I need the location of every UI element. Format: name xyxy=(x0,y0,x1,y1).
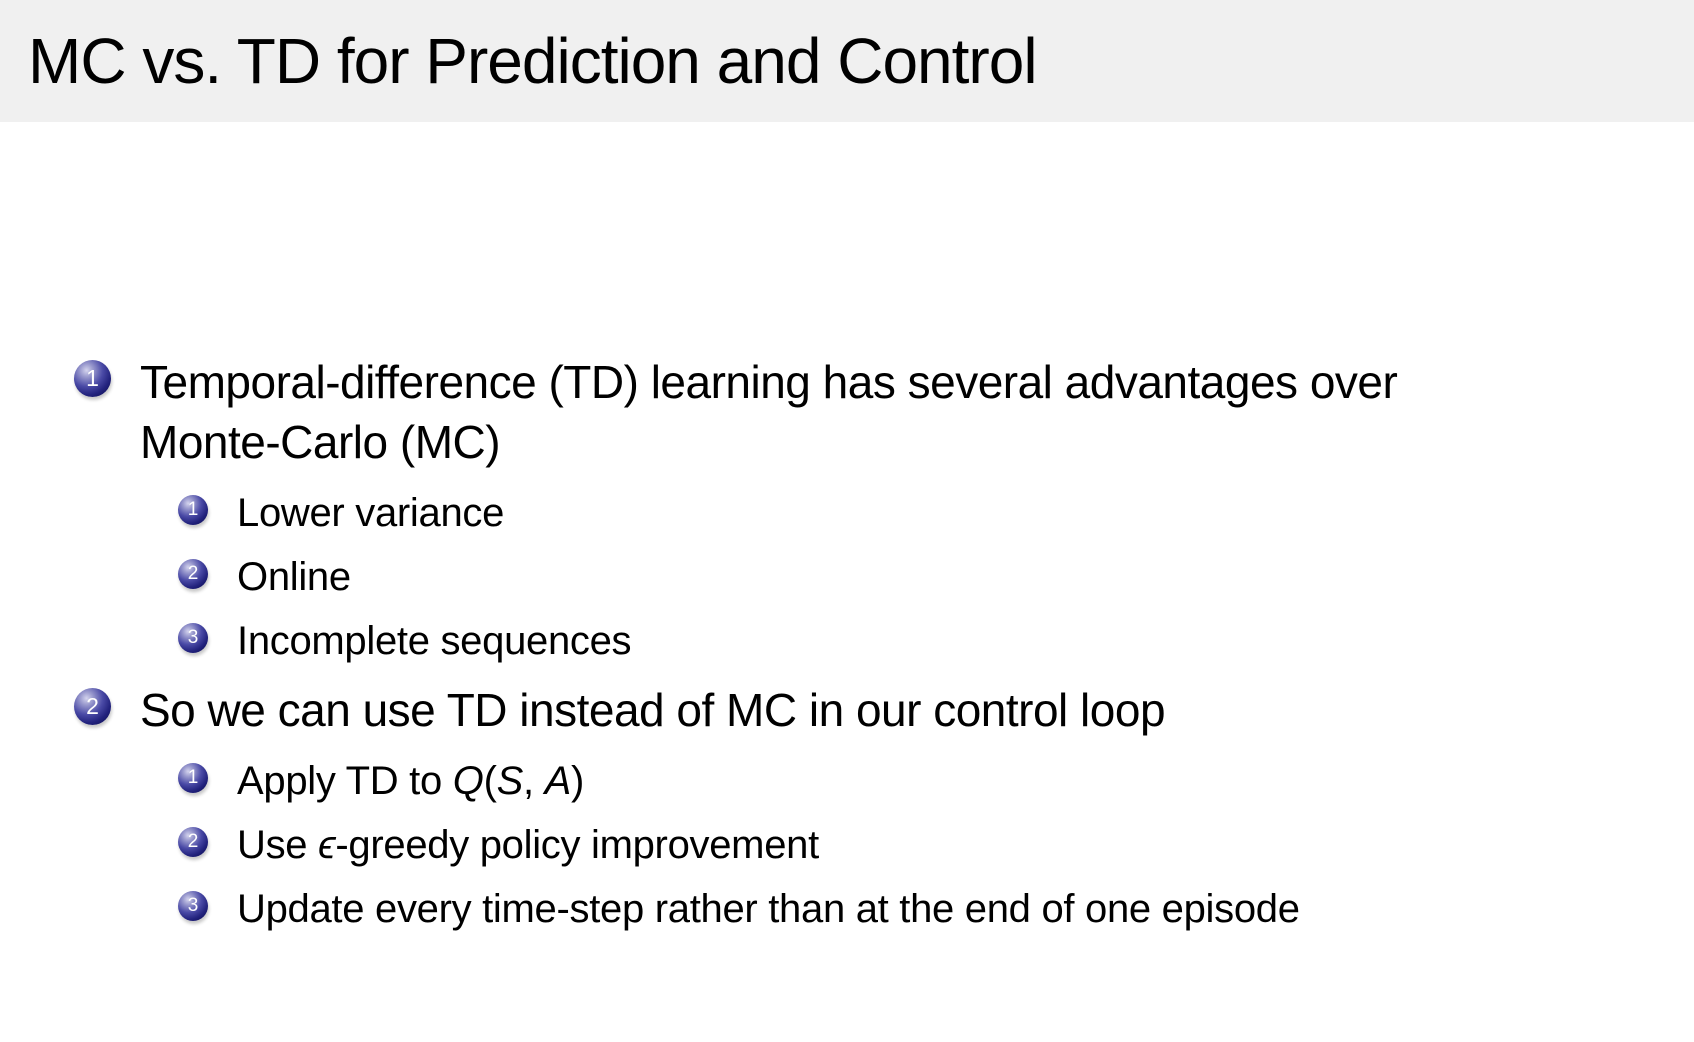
text-segment: Online xyxy=(237,555,351,599)
list-item-text: Incomplete sequences xyxy=(237,614,632,668)
math-symbol: Q xyxy=(452,759,484,803)
list-item: 1 Lower variance xyxy=(0,486,1694,540)
text-line: Monte-Carlo (MC) xyxy=(140,416,501,468)
sub-list: 1 Apply TD to Q(S, A) 2 Use ϵ-greedy pol… xyxy=(0,754,1694,936)
enumeration-ball-icon: 1 xyxy=(178,763,208,793)
list-item-text: Online xyxy=(237,550,351,604)
text-segment: Incomplete sequences xyxy=(237,619,632,663)
enumeration-ball-icon: 2 xyxy=(178,559,208,589)
badge-column: 2 xyxy=(178,550,208,589)
badge-column: 3 xyxy=(178,882,208,921)
list-item-text: So we can use TD instead of MC in our co… xyxy=(140,680,1166,740)
text-segment: -greedy policy improvement xyxy=(335,823,819,867)
slide-title: MC vs. TD for Prediction and Control xyxy=(28,25,1038,97)
slide-header-band: MC vs. TD for Prediction and Control xyxy=(0,0,1694,122)
enumeration-ball-icon: 2 xyxy=(74,688,111,725)
sub-list: 1 Lower variance 2 Online 3 Incomplete s… xyxy=(0,486,1694,668)
enumeration-ball-icon: 3 xyxy=(178,891,208,921)
enumeration-ball-icon: 3 xyxy=(178,623,208,653)
list-item-text: Update every time-step rather than at th… xyxy=(237,882,1300,936)
math-symbol: S xyxy=(496,759,524,803)
badge-column: 1 xyxy=(178,754,208,793)
list-item-text: Apply TD to Q(S, A) xyxy=(237,754,584,808)
list-item: 2 Use ϵ-greedy policy improvement xyxy=(0,818,1694,872)
text-line: So we can use TD instead of MC in our co… xyxy=(140,684,1166,736)
badge-column: 1 xyxy=(74,352,111,397)
enumeration-ball-icon: 1 xyxy=(178,495,208,525)
math-symbol: ϵ xyxy=(318,823,336,867)
text-segment: ( xyxy=(483,759,497,803)
badge-column: 3 xyxy=(178,614,208,653)
enumeration-ball-icon: 1 xyxy=(74,360,111,397)
text-segment: Lower variance xyxy=(237,491,505,535)
list-item: 2 So we can use TD instead of MC in our … xyxy=(0,680,1694,740)
list-item: 3 Incomplete sequences xyxy=(0,614,1694,668)
list-item-text: Temporal-difference (TD) learning has se… xyxy=(140,352,1398,472)
badge-column: 1 xyxy=(178,486,208,525)
list-item: 1 Temporal-difference (TD) learning has … xyxy=(0,352,1694,472)
text-segment: Use xyxy=(237,823,319,867)
text-segment: Update every time-step rather than at th… xyxy=(237,887,1300,931)
badge-column: 2 xyxy=(74,680,111,725)
list-item-text: Use ϵ-greedy policy improvement xyxy=(237,818,819,872)
slide-content: 1 Temporal-difference (TD) learning has … xyxy=(0,352,1694,948)
list-item: 3 Update every time-step rather than at … xyxy=(0,882,1694,936)
list-item: 2 Online xyxy=(0,550,1694,604)
text-segment: ) xyxy=(571,759,585,803)
text-segment: Apply TD to xyxy=(237,759,453,803)
math-symbol: A xyxy=(544,759,572,803)
text-segment: , xyxy=(523,759,545,803)
badge-column: 2 xyxy=(178,818,208,857)
enumeration-ball-icon: 2 xyxy=(178,827,208,857)
text-line: Temporal-difference (TD) learning has se… xyxy=(140,356,1398,408)
list-item-text: Lower variance xyxy=(237,486,504,540)
list-item: 1 Apply TD to Q(S, A) xyxy=(0,754,1694,808)
